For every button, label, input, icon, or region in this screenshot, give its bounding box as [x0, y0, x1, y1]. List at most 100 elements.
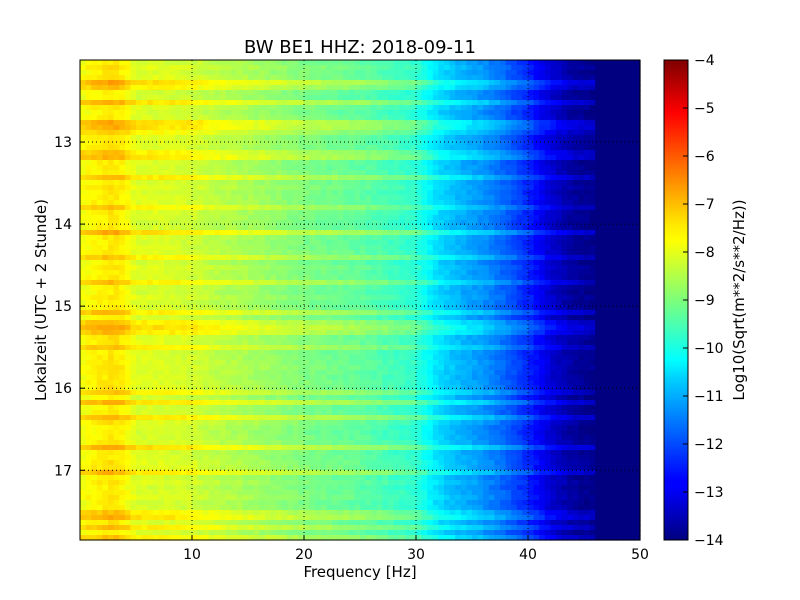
heatmap-cell [365, 160, 372, 166]
heatmap-cell [360, 290, 367, 296]
heatmap-cell [617, 220, 624, 226]
heatmap-cell [455, 260, 462, 266]
heatmap-cell [623, 175, 630, 181]
heatmap-cell [169, 145, 176, 151]
heatmap-cell [516, 120, 523, 126]
heatmap-cell [197, 285, 204, 291]
heatmap-cell [438, 260, 445, 266]
heatmap-cell [416, 255, 423, 261]
heatmap-cell [124, 245, 131, 251]
heatmap-cell [388, 215, 395, 221]
heatmap-cell [539, 115, 546, 121]
heatmap-cell [186, 150, 193, 156]
heatmap-cell [612, 95, 619, 101]
heatmap-cell [102, 295, 109, 301]
heatmap-cell [315, 205, 322, 211]
heatmap-cell [343, 300, 350, 306]
heatmap-cell [365, 145, 372, 151]
heatmap-cell [320, 260, 327, 266]
heatmap-cell [606, 100, 613, 106]
heatmap-cell [169, 180, 176, 186]
heatmap-cell [186, 155, 193, 161]
heatmap-cell [337, 220, 344, 226]
heatmap-cell [572, 60, 579, 66]
heatmap-cell [197, 225, 204, 231]
heatmap-cell [136, 275, 143, 281]
heatmap-cell [449, 100, 456, 106]
heatmap-cell [225, 100, 232, 106]
heatmap-cell [119, 220, 126, 226]
heatmap-cell [354, 90, 361, 96]
heatmap-cell [304, 160, 311, 166]
heatmap-cell [332, 260, 339, 266]
heatmap-cell [225, 80, 232, 86]
heatmap-cell [113, 190, 120, 196]
heatmap-cell [259, 165, 266, 171]
heatmap-cell [214, 220, 221, 226]
heatmap-cell [326, 210, 333, 216]
heatmap-cell [96, 170, 103, 176]
heatmap-cell [141, 95, 148, 101]
heatmap-cell [248, 250, 255, 256]
heatmap-cell [606, 260, 613, 266]
heatmap-cell [180, 270, 187, 276]
heatmap-cell [589, 95, 596, 101]
heatmap-cell [455, 270, 462, 276]
heatmap-cell [264, 155, 271, 161]
heatmap-cell [91, 305, 98, 311]
heatmap-cell [102, 215, 109, 221]
heatmap-cell [438, 245, 445, 251]
heatmap-cell [466, 280, 473, 286]
heatmap-cell [354, 60, 361, 66]
heatmap-cell [175, 75, 182, 81]
heatmap-cell [304, 140, 311, 146]
heatmap-cell [348, 225, 355, 231]
heatmap-cell [147, 130, 154, 136]
heatmap-cell [376, 235, 383, 241]
heatmap-cell [248, 195, 255, 201]
heatmap-cell [393, 70, 400, 76]
heatmap-cell [617, 150, 624, 156]
heatmap-cell [208, 105, 215, 111]
heatmap-cell [522, 265, 529, 271]
heatmap-cell [197, 90, 204, 96]
heatmap-cell [388, 220, 395, 226]
heatmap-cell [315, 90, 322, 96]
heatmap-cell [124, 155, 131, 161]
heatmap-cell [119, 305, 126, 311]
heatmap-cell [231, 70, 238, 76]
heatmap-cell [399, 235, 406, 241]
heatmap-cell [80, 270, 87, 276]
heatmap-cell [444, 225, 451, 231]
heatmap-cell [136, 225, 143, 231]
heatmap-cell [589, 185, 596, 191]
heatmap-cell [483, 70, 490, 76]
heatmap-cell [124, 115, 131, 121]
heatmap-cell [617, 265, 624, 271]
heatmap-cell [264, 280, 271, 286]
heatmap-cell [80, 80, 87, 86]
heatmap-cell [287, 235, 294, 241]
heatmap-cell [584, 95, 591, 101]
heatmap-cell [455, 110, 462, 116]
heatmap-cell [287, 85, 294, 91]
heatmap-cell [85, 75, 92, 81]
heatmap-cell [108, 140, 115, 146]
heatmap-cell [455, 150, 462, 156]
heatmap-cell [466, 290, 473, 296]
heatmap-cell [186, 195, 193, 201]
heatmap-cell [371, 125, 378, 131]
heatmap-cell [376, 70, 383, 76]
heatmap-cell [214, 105, 221, 111]
heatmap-cell [505, 190, 512, 196]
heatmap-cell [281, 285, 288, 291]
heatmap-cell [320, 100, 327, 106]
heatmap-cell [147, 220, 154, 226]
heatmap-cell [287, 230, 294, 236]
heatmap-cell [477, 270, 484, 276]
heatmap-cell [477, 190, 484, 196]
heatmap-cell [80, 305, 87, 311]
heatmap-cell [164, 225, 171, 231]
heatmap-cell [225, 115, 232, 121]
heatmap-cell [427, 115, 434, 121]
